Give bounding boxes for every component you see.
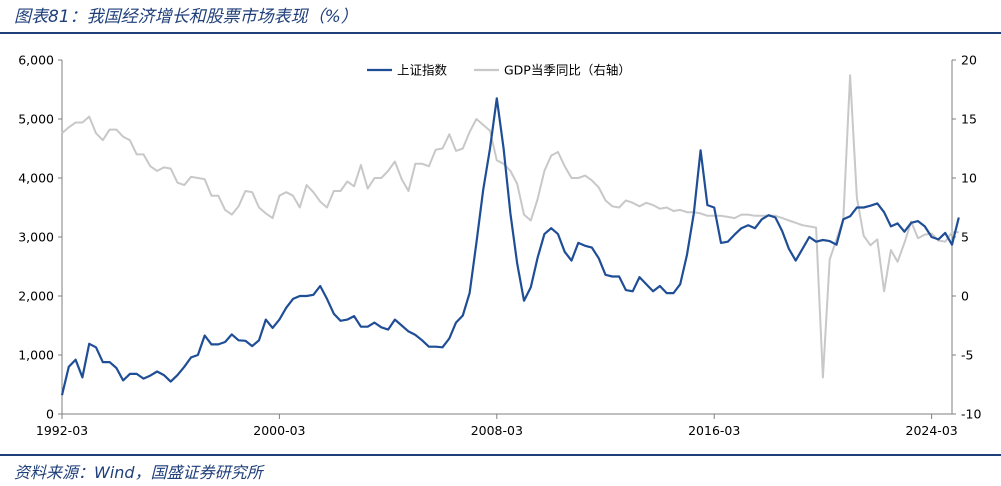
legend-item-index-label: 上证指数 <box>397 63 448 78</box>
series-layer <box>60 74 960 396</box>
figure-title: 图表81：我国经济增长和股票市场表现（%） <box>14 7 358 27</box>
x-tick-label: 2008-03 <box>471 423 523 438</box>
figure-source: 资料来源：Wind，国盛证券研究所 <box>14 463 263 482</box>
index-series-line <box>60 97 960 396</box>
left-tick-label: 5,000 <box>18 112 54 127</box>
right-tick-label: -5 <box>961 348 973 363</box>
x-tick-label: 1992-03 <box>36 423 88 438</box>
gdp-series-line <box>61 74 959 379</box>
axes: 6,000 5,000 4,000 3,000 2,000 1,000 0 20 15 10 5 0 -… <box>18 53 981 439</box>
right-tick-label: 0 <box>961 289 969 304</box>
left-tick-label: 2,000 <box>18 289 54 304</box>
left-tick-label: 4,000 <box>18 171 54 186</box>
legend: 上证指数 GDP当季同比（右轴） <box>367 63 631 78</box>
title-divider <box>0 32 1001 34</box>
legend-item-gdp-label: GDP当季同比（右轴） <box>504 63 631 78</box>
right-tick-label: 20 <box>961 53 977 68</box>
right-tick-label: 5 <box>961 230 969 245</box>
left-tick-label: 6,000 <box>18 53 54 68</box>
left-tick-label: 1,000 <box>18 348 54 363</box>
right-tick-label: 10 <box>961 171 977 186</box>
right-tick-label: -10 <box>961 407 981 422</box>
left-tick-label: 0 <box>46 407 54 422</box>
x-tick-label: 2000-03 <box>253 423 305 438</box>
source-divider <box>0 454 1001 456</box>
x-tick-label: 2016-03 <box>688 423 740 438</box>
x-tick-label: 2024-03 <box>906 423 958 438</box>
right-tick-label: 15 <box>961 112 977 127</box>
chart: 6,000 5,000 4,000 3,000 2,000 1,000 0 20 15 10 5 0 -… <box>18 53 981 439</box>
left-tick-label: 3,000 <box>18 230 54 245</box>
